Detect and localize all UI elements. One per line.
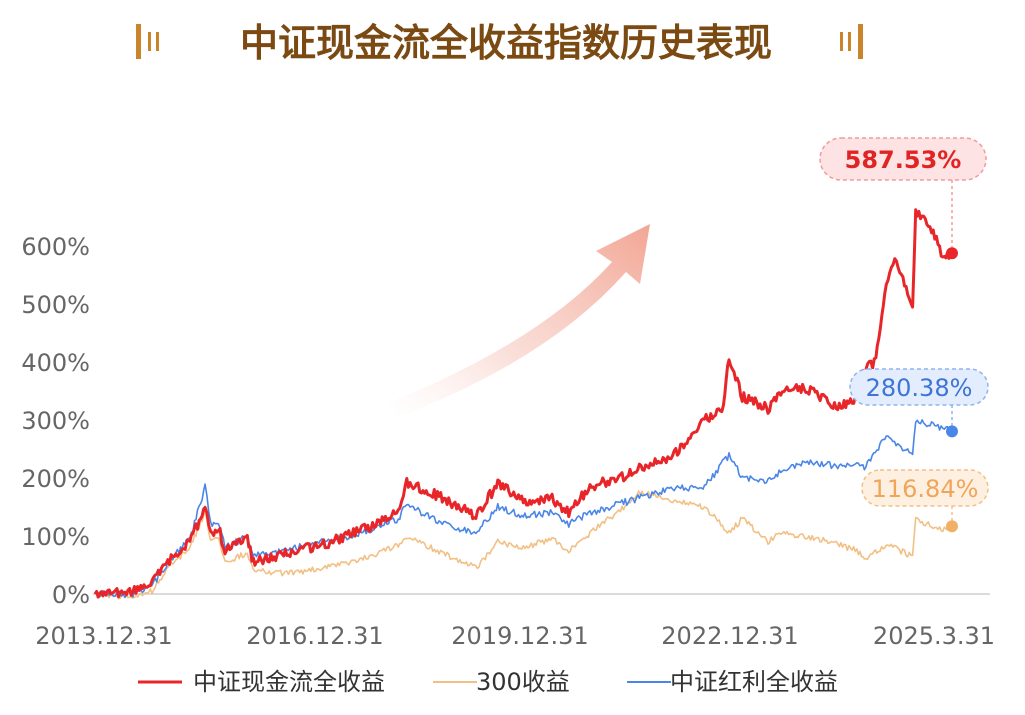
trend-arrow-icon: [388, 224, 650, 417]
y-tick-label: 0%: [52, 581, 90, 609]
callout-box: [849, 368, 989, 406]
series-line-1: [94, 490, 953, 600]
series-lines: [93, 208, 954, 600]
title-bar-right: [840, 24, 863, 59]
chart-title: 中证现金流全收益指数历史表现: [240, 21, 772, 65]
y-tick-label: 300%: [21, 407, 90, 435]
legend-label: 中证红利全收益: [670, 668, 838, 696]
x-axis-ticks: 2013.12.31 2016.12.31 2019.12.31 2022.12.31…: [35, 622, 995, 650]
callout-label: 116.84%: [872, 475, 979, 503]
y-tick-label: 400%: [21, 349, 90, 377]
callout-label: 280.38%: [866, 374, 973, 402]
x-tick-label: 2022.12.31: [661, 622, 798, 650]
callout-label: 587.53%: [845, 146, 962, 174]
x-tick-label: 2016.12.31: [246, 622, 383, 650]
title-bar-left: [136, 24, 159, 59]
y-tick-label: 600%: [21, 233, 90, 261]
y-tick-label: 500%: [21, 291, 90, 319]
series-end-point: [946, 247, 958, 260]
x-tick-label: 2013.12.31: [35, 622, 172, 650]
legend-label: 中证现金流全收益: [193, 668, 385, 696]
legend-label: 300收益: [476, 668, 570, 696]
y-tick-label: 200%: [21, 465, 90, 493]
legend: 中证现金流全收益 300收益 中证红利全收益: [138, 668, 838, 696]
series-line-2: [94, 419, 953, 599]
series-line-0: [93, 208, 954, 599]
x-tick-label: 2019.12.31: [451, 622, 588, 650]
series-end-point: [946, 520, 958, 533]
series-end-point: [946, 425, 958, 438]
y-tick-label: 100%: [21, 523, 90, 551]
y-axis-ticks: 0% 100% 200% 300% 400% 500% 600%: [21, 233, 90, 609]
end-callouts: 587.53% 280.38% 116.84%: [819, 137, 989, 533]
callout-box: [819, 137, 987, 181]
x-tick-label: 2025.3.31: [873, 622, 995, 650]
callout-box: [861, 469, 989, 507]
